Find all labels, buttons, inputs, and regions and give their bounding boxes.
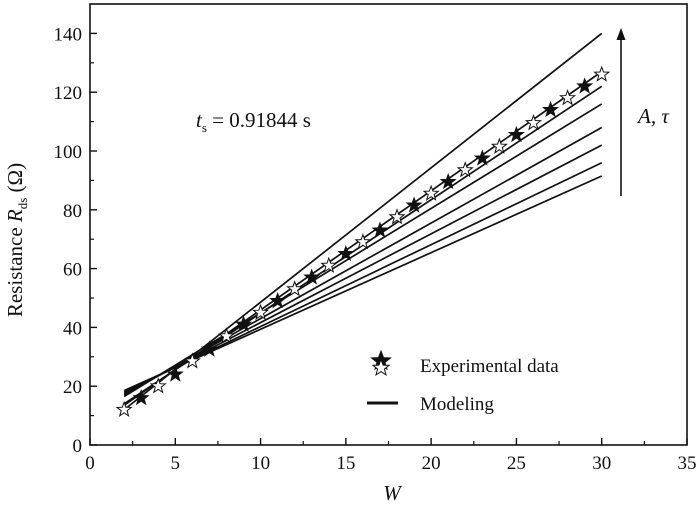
x-axis-label: W	[383, 481, 403, 505]
experimental-point	[132, 389, 150, 406]
ts-annotation: ts = 0.91844 s	[196, 108, 311, 135]
legend-star-hollow	[371, 358, 391, 377]
experimental-point	[490, 137, 508, 154]
y-axis-label: Resistance Rds (Ω)	[3, 163, 30, 317]
experimental-point	[456, 161, 474, 178]
y-tick-label: 140	[54, 24, 83, 45]
experimental-point	[507, 125, 525, 143]
experimental-point	[320, 256, 338, 273]
experimental-point	[217, 327, 235, 344]
x-tick-label: 35	[678, 453, 697, 474]
x-tick-label: 5	[171, 453, 181, 474]
x-tick-label: 0	[85, 453, 95, 474]
experimental-point	[473, 149, 491, 166]
x-tick-label: 20	[422, 453, 441, 474]
experimental-point	[286, 280, 304, 297]
experimental-point	[593, 65, 611, 82]
modeling-line-1	[123, 175, 603, 392]
y-tick-label: 100	[54, 142, 83, 163]
modeling-line-3	[123, 144, 603, 395]
experimental-point	[576, 77, 594, 94]
experimental-point	[559, 89, 577, 106]
y-tick-label: 40	[63, 318, 82, 339]
experimental-point	[303, 268, 321, 285]
x-tick-label: 10	[251, 453, 270, 474]
y-tick-label: 60	[63, 260, 82, 281]
x-tick-label: 30	[592, 453, 611, 474]
y-tick-label: 80	[63, 201, 82, 222]
x-tick-label: 15	[336, 453, 355, 474]
legend-star-marker	[370, 349, 392, 377]
experimental-point	[234, 315, 253, 332]
modeling-lines	[123, 32, 603, 411]
experimental-point	[115, 400, 133, 417]
x-tick-label: 25	[507, 453, 526, 474]
experimental-point	[269, 291, 287, 309]
trend-arrow	[616, 28, 626, 196]
experimental-point	[388, 208, 406, 225]
experimental-point	[371, 221, 389, 238]
experimental-point	[337, 244, 355, 262]
modeling-line-8	[123, 32, 603, 411]
arrow-label: A, τ	[636, 104, 670, 128]
experimental-point	[200, 340, 218, 357]
y-tick-label: 0	[73, 436, 83, 457]
experimental-point	[405, 196, 423, 213]
experimental-point	[439, 172, 457, 190]
axis-ticks: 0 5 10 15 20 25 30 35 0 20 40 60 80 100 120 140	[54, 24, 697, 474]
modeling-line-2	[123, 161, 603, 393]
experimental-point	[524, 114, 543, 131]
experimental-point	[166, 365, 184, 382]
experimental-point	[149, 377, 167, 394]
legend-label-modeling: Modeling	[420, 394, 494, 415]
experimental-point	[542, 100, 560, 118]
experimental-point	[183, 352, 201, 369]
experimental-points	[115, 65, 611, 417]
experimental-point	[422, 184, 440, 201]
y-tick-label: 120	[54, 83, 83, 104]
y-tick-label: 20	[63, 377, 82, 398]
legend: Experimental data Modeling	[367, 349, 559, 415]
experimental-point	[354, 233, 372, 250]
experimental-point	[252, 303, 270, 320]
legend-label-experimental: Experimental data	[420, 356, 559, 377]
